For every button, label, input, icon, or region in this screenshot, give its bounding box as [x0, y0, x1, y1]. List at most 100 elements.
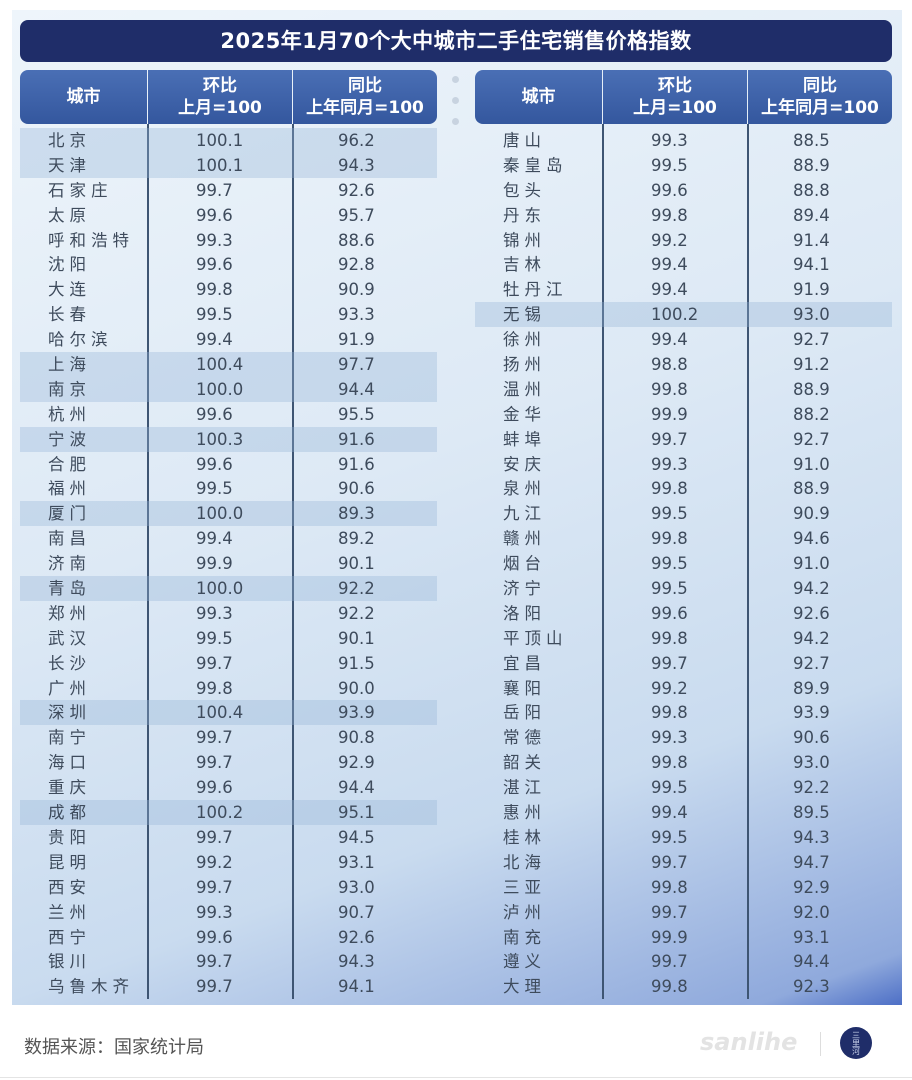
city-name: 石家庄 [48, 180, 113, 200]
city-name: 遵义 [503, 952, 546, 972]
mom-index: 99.3 [651, 131, 688, 150]
table-row: 太原 99.6 95.7 [20, 203, 437, 228]
yoy-index: 93.9 [338, 703, 375, 723]
yoy-index: 91.2 [793, 355, 830, 375]
city-name: 南京 [48, 379, 91, 399]
mom-index: 100.4 [196, 355, 244, 375]
city-name: 贵阳 [48, 827, 91, 847]
yoy-index: 88.9 [793, 155, 830, 175]
mom-index: 99.8 [651, 529, 688, 549]
city-name: 唐山 [503, 131, 546, 150]
mom-index: 99.8 [196, 678, 233, 698]
yoy-index: 88.9 [793, 479, 830, 499]
table-row: 锦州 99.2 91.4 [475, 228, 892, 253]
yoy-index: 94.3 [793, 827, 830, 847]
mom-index: 99.7 [196, 728, 233, 748]
yoy-index: 92.2 [793, 778, 830, 798]
mom-index: 99.6 [196, 205, 233, 225]
yoy-index: 90.0 [338, 678, 375, 698]
column-divider [747, 124, 749, 1000]
infographic-panel [12, 10, 902, 1005]
city-name: 长春 [48, 305, 91, 325]
yoy-index: 92.9 [338, 753, 375, 773]
mom-index: 99.8 [651, 703, 688, 723]
header-yoy: 同比 上年同月=100 [748, 70, 892, 124]
yoy-index: 91.0 [793, 554, 830, 574]
yoy-index: 90.9 [793, 504, 830, 524]
table-row: 安庆 99.3 91.0 [475, 452, 892, 477]
yoy-index: 94.1 [338, 977, 375, 997]
mom-index: 99.7 [196, 827, 233, 847]
table-row: 天津 100.1 94.3 [20, 152, 437, 178]
mom-index: 100.2 [651, 305, 699, 325]
yoy-index: 94.7 [793, 852, 830, 872]
table-row: 无锡 100.2 93.0 [475, 302, 892, 328]
city-name: 郑州 [48, 603, 91, 623]
city-name: 乌鲁木齐 [48, 977, 134, 997]
mom-index: 99.5 [651, 827, 688, 847]
header-yoy-base: 上年同月=100 [761, 98, 879, 118]
city-name: 金华 [503, 404, 546, 424]
yoy-index: 92.8 [338, 255, 375, 275]
yoy-index: 89.5 [793, 803, 830, 823]
table-row: 牡丹江 99.4 91.9 [475, 277, 892, 302]
yoy-index: 95.5 [338, 404, 375, 424]
city-name: 安庆 [503, 454, 546, 474]
yoy-index: 88.5 [793, 131, 830, 150]
mom-index: 99.5 [651, 155, 688, 175]
city-name: 长沙 [48, 653, 91, 673]
mom-index: 99.7 [651, 902, 688, 922]
mom-index: 99.7 [651, 429, 688, 449]
mom-index: 99.7 [196, 877, 233, 897]
yoy-index: 92.3 [793, 977, 830, 997]
yoy-index: 93.0 [338, 877, 375, 897]
city-name: 无锡 [503, 305, 546, 325]
city-name: 襄阳 [503, 678, 546, 698]
mom-index: 99.4 [196, 330, 233, 350]
table-row: 成都 100.2 95.1 [20, 800, 437, 825]
mom-index: 100.2 [196, 803, 244, 823]
table-row: 宁波 100.3 91.6 [20, 426, 437, 452]
city-name: 平顶山 [503, 628, 568, 648]
mom-index: 99.6 [196, 404, 233, 424]
yoy-index: 88.6 [338, 230, 375, 250]
table-row: 唐山 99.3 88.5 [475, 128, 892, 153]
table-row: 长春 99.5 93.3 [20, 302, 437, 327]
table-row: 重庆 99.6 94.4 [20, 775, 437, 800]
table-header: 城市 环比 上月=100 同比 上年同月=100 [475, 70, 892, 124]
yoy-index: 88.2 [793, 404, 830, 424]
yoy-index: 94.4 [793, 952, 830, 972]
city-name: 海口 [48, 753, 91, 773]
mom-index: 100.3 [196, 429, 244, 449]
city-name: 吉林 [503, 255, 546, 275]
table-row: 惠州 99.4 89.5 [475, 800, 892, 825]
city-name: 赣州 [503, 529, 546, 549]
mom-index: 100.1 [196, 155, 244, 175]
header-yoy-label: 同比 [348, 76, 382, 96]
yoy-index: 92.2 [338, 579, 375, 599]
mom-index: 99.4 [651, 280, 688, 300]
mom-index: 99.8 [651, 977, 688, 997]
header-mom: 环比 上月=100 [603, 70, 747, 124]
table-row: 包头 99.6 88.8 [475, 178, 892, 203]
mom-index: 99.7 [196, 952, 233, 972]
table-row: 三亚 99.8 92.9 [475, 875, 892, 900]
yoy-index: 93.1 [338, 852, 375, 872]
table-row: 泸州 99.7 92.0 [475, 900, 892, 925]
column-divider [292, 124, 294, 1000]
table-row: 烟台 99.5 91.0 [475, 551, 892, 576]
city-name: 北海 [503, 852, 546, 872]
mom-index: 99.5 [196, 305, 233, 325]
yoy-index: 94.4 [338, 379, 375, 399]
brand-watermark: sanlihe [700, 1028, 798, 1056]
header-city-label: 城市 [521, 87, 556, 107]
yoy-index: 92.2 [338, 603, 375, 623]
table-row: 吉林 99.4 94.1 [475, 252, 892, 277]
yoy-index: 89.3 [338, 504, 375, 524]
table-row: 金华 99.9 88.2 [475, 402, 892, 427]
mom-index: 99.7 [196, 753, 233, 773]
left-table: 城市 环比 上月=100 同比 上年同月=100 北京 100.1 96.2 天津 100.… [20, 70, 437, 1000]
table-row: 韶关 99.8 93.0 [475, 750, 892, 775]
city-name: 包头 [503, 180, 546, 200]
table-row: 九江 99.5 90.9 [475, 501, 892, 526]
